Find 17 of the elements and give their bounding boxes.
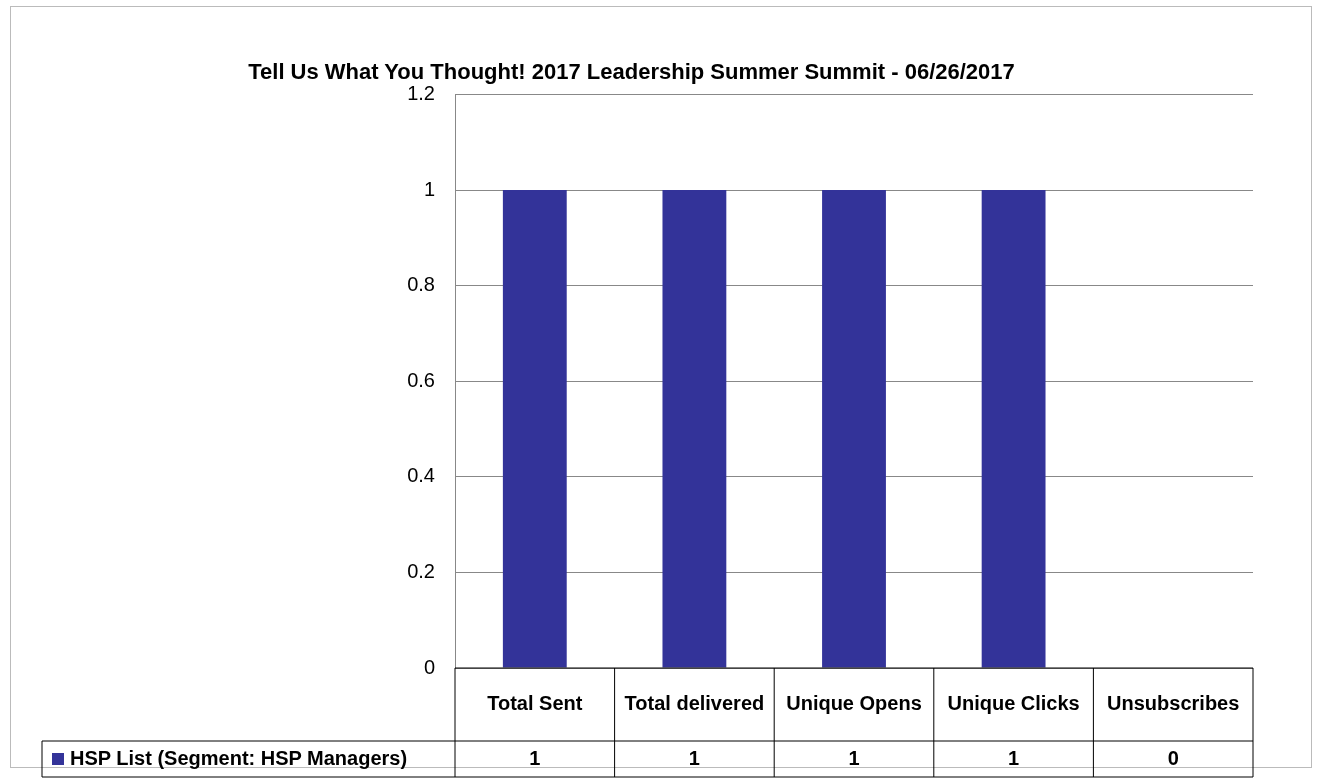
y-tick-label: 0.8	[407, 273, 435, 296]
x-tick-label: Unsubscribes	[1107, 692, 1240, 715]
x-tick-label: Unique Clicks	[947, 692, 1080, 715]
data-label: 1	[529, 746, 541, 769]
data-label: 1	[1008, 746, 1020, 769]
y-tick-label: 0.4	[407, 464, 435, 487]
legend-label: HSP List (Segment: HSP Managers)	[70, 746, 408, 769]
data-label: 0	[1167, 746, 1179, 769]
data-label: 1	[688, 746, 700, 769]
data-label: 1	[848, 746, 860, 769]
x-tick-label: Total Sent	[487, 692, 583, 715]
y-tick-label: 0.2	[407, 559, 435, 582]
y-tick-label: 0.6	[407, 368, 435, 391]
y-tick-label: 0	[423, 655, 435, 678]
x-tick-label: Unique Opens	[786, 692, 922, 715]
y-tick-label: 1	[423, 177, 435, 200]
x-tick-label: Total delivered	[624, 692, 765, 715]
